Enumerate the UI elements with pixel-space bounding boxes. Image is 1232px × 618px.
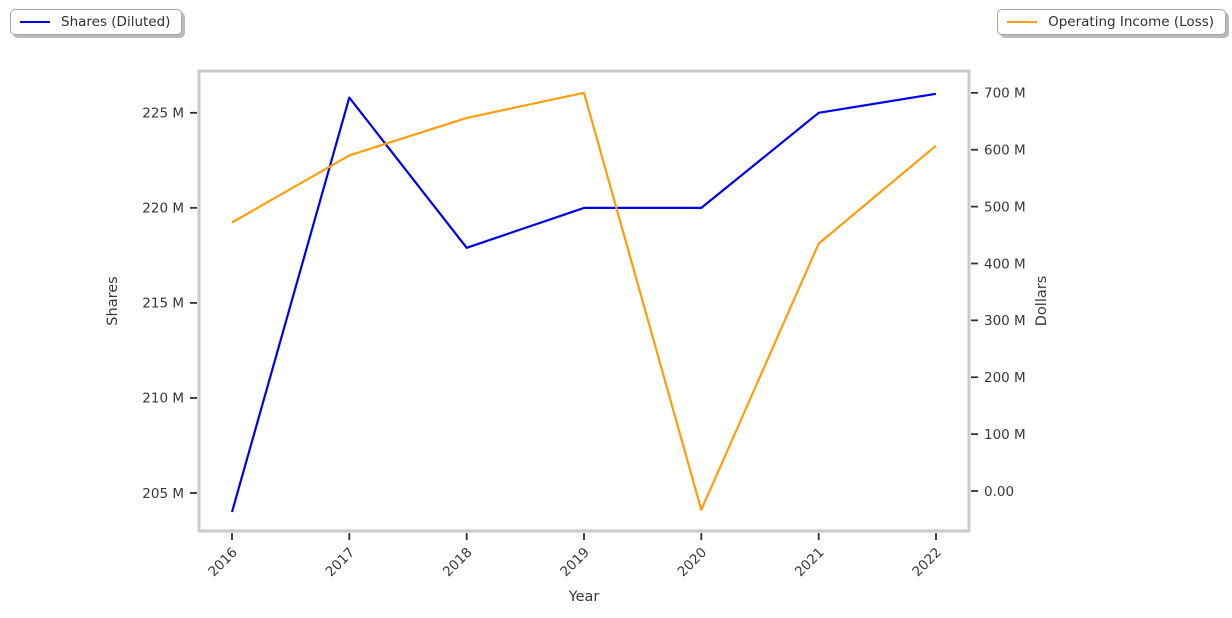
x-tick-label: 2018 bbox=[440, 545, 476, 581]
x-tick-label: 2016 bbox=[205, 545, 241, 581]
y-right-tick-label: 400 M bbox=[984, 256, 1026, 272]
y-left-tick-label: 210 M bbox=[142, 391, 184, 407]
y-left-tick-label: 215 M bbox=[142, 296, 184, 312]
legend-label-operating-income: Operating Income (Loss) bbox=[1048, 14, 1214, 30]
y-right-tick-label: 700 M bbox=[984, 86, 1026, 102]
y-left-tick-label: 225 M bbox=[142, 106, 184, 122]
y-left-tick-label: 220 M bbox=[142, 201, 184, 217]
y-left-axis-title: Shares bbox=[105, 276, 121, 325]
y-right-tick-label: 500 M bbox=[984, 199, 1026, 215]
legend-shares-diluted: Shares (Diluted) bbox=[10, 9, 183, 35]
legend-line-blue-icon bbox=[20, 21, 50, 23]
x-axis-title: Year bbox=[568, 589, 600, 605]
series-line-operating-income-loss bbox=[231, 91, 937, 511]
series-line-shares-diluted bbox=[230, 92, 937, 513]
legend-operating-income: Operating Income (Loss) bbox=[997, 9, 1226, 35]
y-right-tick-label: 300 M bbox=[984, 313, 1026, 329]
legend-label-shares-diluted: Shares (Diluted) bbox=[61, 14, 171, 30]
y-left-tick-label: 205 M bbox=[142, 486, 184, 502]
y-right-tick-label: 0.00 bbox=[984, 484, 1014, 500]
x-tick-label: 2017 bbox=[323, 545, 359, 581]
x-tick-label: 2021 bbox=[792, 545, 828, 581]
x-tick-label: 2020 bbox=[675, 545, 711, 581]
x-tick-label: 2022 bbox=[909, 545, 945, 581]
plot-border bbox=[197, 69, 971, 533]
y-right-tick-label: 200 M bbox=[984, 370, 1026, 386]
y-right-tick-label: 600 M bbox=[984, 143, 1026, 159]
legend-line-orange-icon bbox=[1007, 21, 1038, 23]
y-right-tick-label: 100 M bbox=[984, 427, 1026, 443]
x-tick-label: 2019 bbox=[557, 545, 593, 581]
y-right-axis-title: Dollars bbox=[1034, 276, 1050, 327]
